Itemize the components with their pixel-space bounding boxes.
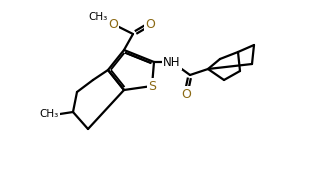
Text: NH: NH <box>163 56 181 68</box>
Text: S: S <box>148 79 156 93</box>
Text: O: O <box>145 18 155 30</box>
Text: O: O <box>108 18 118 30</box>
Text: O: O <box>181 88 191 100</box>
Text: CH₃: CH₃ <box>88 12 108 22</box>
Text: CH₃: CH₃ <box>40 109 59 119</box>
